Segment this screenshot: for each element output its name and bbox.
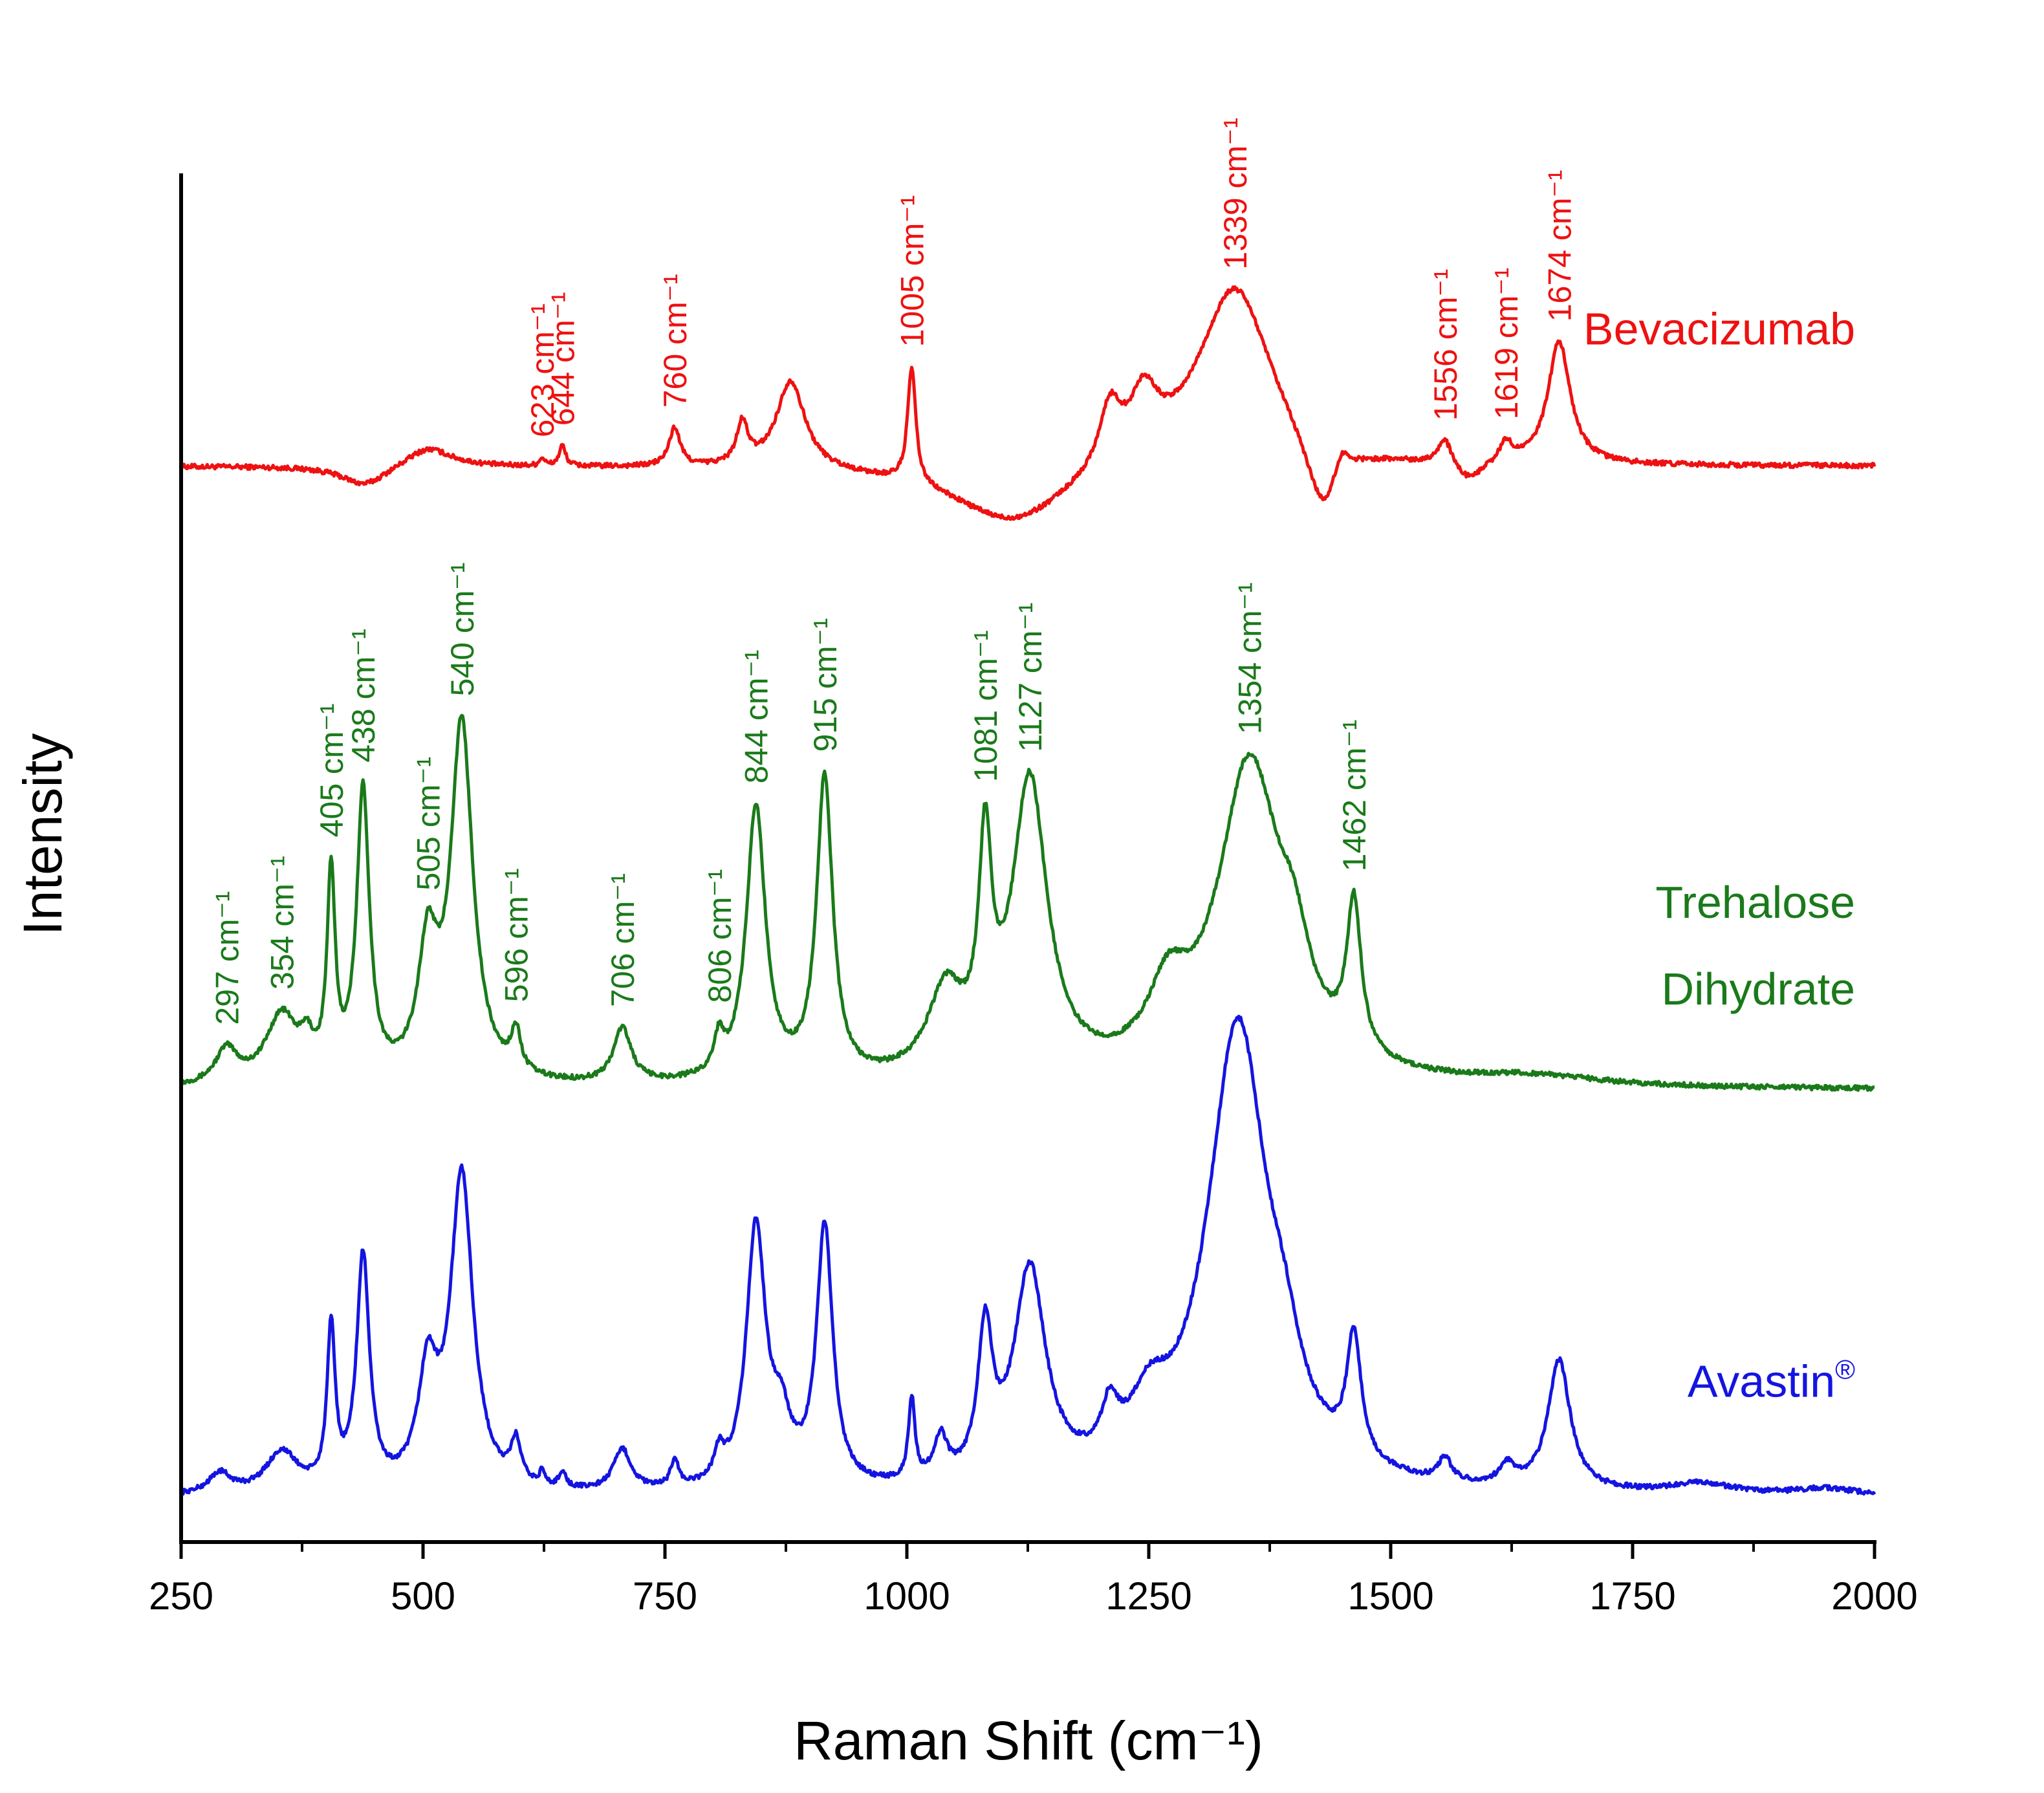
peak-label: 706 cm⁻¹: [605, 873, 641, 1007]
peak-label: 1081 cm⁻¹: [968, 630, 1004, 782]
x-axis-title: Raman Shift (cm⁻¹): [794, 1710, 1263, 1771]
series-labels: Bevacizumab Trehalose Dihydrate Avastin®: [1583, 304, 1855, 1407]
peak-label: 438 cm⁻¹: [345, 629, 382, 763]
series-label-1: Bevacizumab: [1583, 304, 1855, 354]
x-tick-label: 2000: [1831, 1574, 1917, 1618]
x-ticks: 250 500 750 1000 1250 1500 1750 2000: [149, 1542, 1918, 1618]
series-line-3: [179, 1014, 1876, 1496]
x-tick-label: 500: [391, 1574, 455, 1618]
x-tick-label: 1000: [864, 1574, 950, 1618]
peak-label: 354 cm⁻¹: [265, 856, 301, 990]
series-label-text: Avastin: [1688, 1356, 1835, 1407]
peak-label: 505 cm⁻¹: [411, 757, 447, 891]
series-label-2-line-1: Trehalose: [1655, 877, 1855, 928]
peak-label: 540 cm⁻¹: [444, 562, 481, 696]
peak-label: 844 cm⁻¹: [739, 649, 775, 783]
x-tick-label: 750: [633, 1574, 697, 1618]
series-label-2-line-2: Dihydrate: [1662, 964, 1856, 1014]
x-tick-label: 250: [149, 1574, 213, 1618]
peak-label: 806 cm⁻¹: [702, 869, 738, 1003]
peak-label: 915 cm⁻¹: [807, 618, 843, 752]
peak-label: 1462 cm⁻¹: [1336, 719, 1373, 871]
peak-label: 760 cm⁻¹: [657, 274, 693, 408]
series-line-2: [180, 713, 1875, 1092]
peak-label: 1005 cm⁻¹: [895, 195, 931, 347]
x-tick-label: 1500: [1347, 1574, 1433, 1618]
peak-label: 1556 cm⁻¹: [1428, 269, 1464, 421]
peak-label: 1127 cm⁻¹: [1012, 602, 1049, 752]
peak-label: 644 cm⁻¹: [545, 292, 581, 426]
y-axis-title: Intensity: [12, 734, 73, 936]
peak-label: 297 cm⁻¹: [209, 891, 245, 1025]
spectra-traces: [179, 285, 1876, 1496]
series-label-superscript: ®: [1835, 1354, 1855, 1385]
peak-label: 596 cm⁻¹: [499, 868, 535, 1002]
series-line-1: [179, 285, 1876, 521]
peak-label: 1339 cm⁻¹: [1217, 118, 1254, 270]
peak-label: 623 cm⁻¹: [525, 303, 561, 437]
peak-label: 405 cm⁻¹: [314, 703, 350, 837]
peak-label: 1354 cm⁻¹: [1232, 582, 1268, 734]
x-tick-label: 1250: [1105, 1574, 1191, 1618]
series-label-3: Avastin®: [1688, 1354, 1855, 1407]
peak-label: 1674 cm⁻¹: [1541, 169, 1578, 321]
peak-label: 1619 cm⁻¹: [1488, 268, 1525, 420]
x-tick-label: 1750: [1589, 1574, 1675, 1618]
